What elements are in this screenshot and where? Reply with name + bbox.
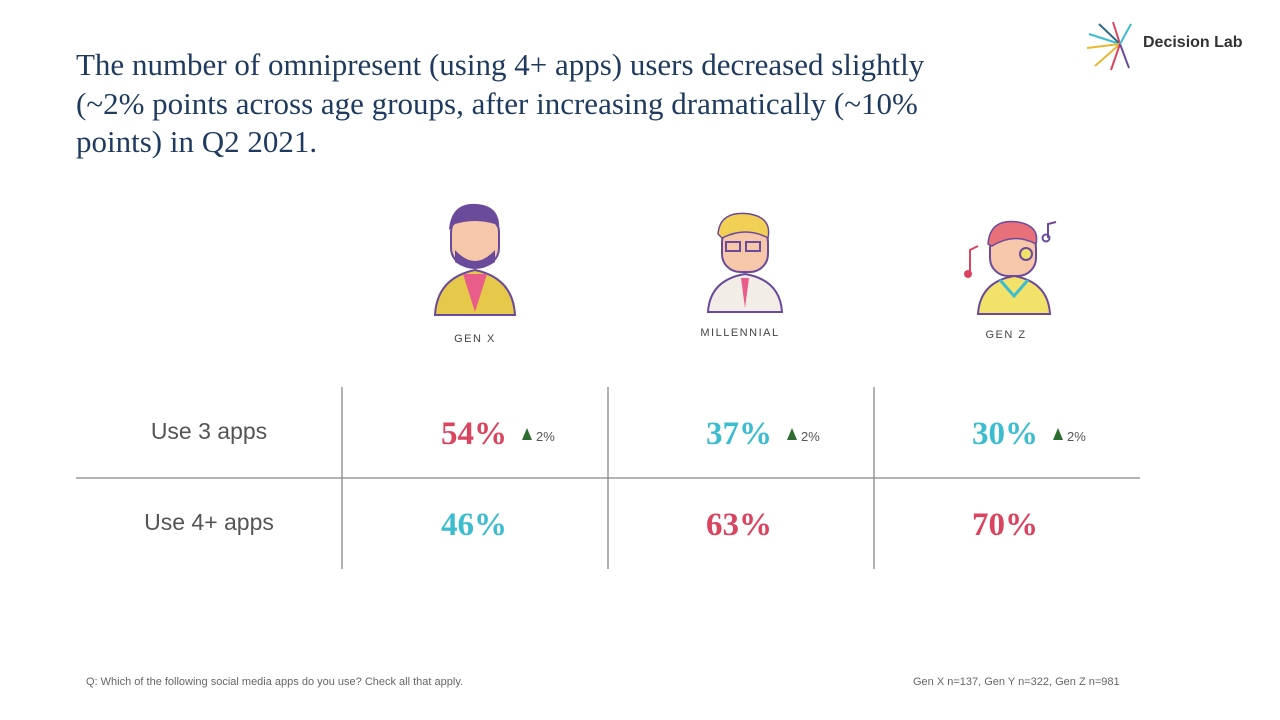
cell-value: 70% (972, 507, 1038, 543)
avatar-gen-z (964, 220, 1057, 315)
title-line: The number of omnipresent (using 4+ apps… (76, 47, 925, 82)
cell-value: 37% (706, 416, 772, 452)
up-arrow (787, 428, 797, 440)
title: The number of omnipresent (using 4+ apps… (76, 46, 924, 162)
column-header: MILLENNIAL (700, 327, 780, 339)
cell-value: 54% (441, 416, 507, 452)
logo-icon (1086, 21, 1132, 71)
avatar-millennial (706, 212, 784, 313)
title-line: points) in Q2 2021. (76, 124, 318, 159)
cell-value: 63% (706, 507, 772, 543)
cell-value: 30% (972, 416, 1038, 452)
up-arrow (522, 428, 532, 440)
footer-sample: Gen X n=137, Gen Y n=322, Gen Z n=981 (913, 676, 1120, 688)
column-header: GEN X (454, 333, 496, 345)
footer-question: Q: Which of the following social media a… (86, 676, 464, 688)
column-header: GEN Z (985, 329, 1027, 341)
up-arrow (1053, 428, 1063, 440)
cell-change: 2% (1067, 429, 1086, 444)
cell-change: 2% (536, 429, 555, 444)
cell-value: 46% (441, 507, 507, 543)
row-label: Use 4+ apps (144, 509, 274, 535)
row-label: Use 3 apps (150, 418, 268, 444)
title-line: (~2% points across age groups, after inc… (76, 85, 918, 121)
avatar-gen-x (433, 203, 517, 316)
logo-text: Decision Lab (1143, 34, 1243, 51)
cell-change: 2% (801, 429, 820, 444)
